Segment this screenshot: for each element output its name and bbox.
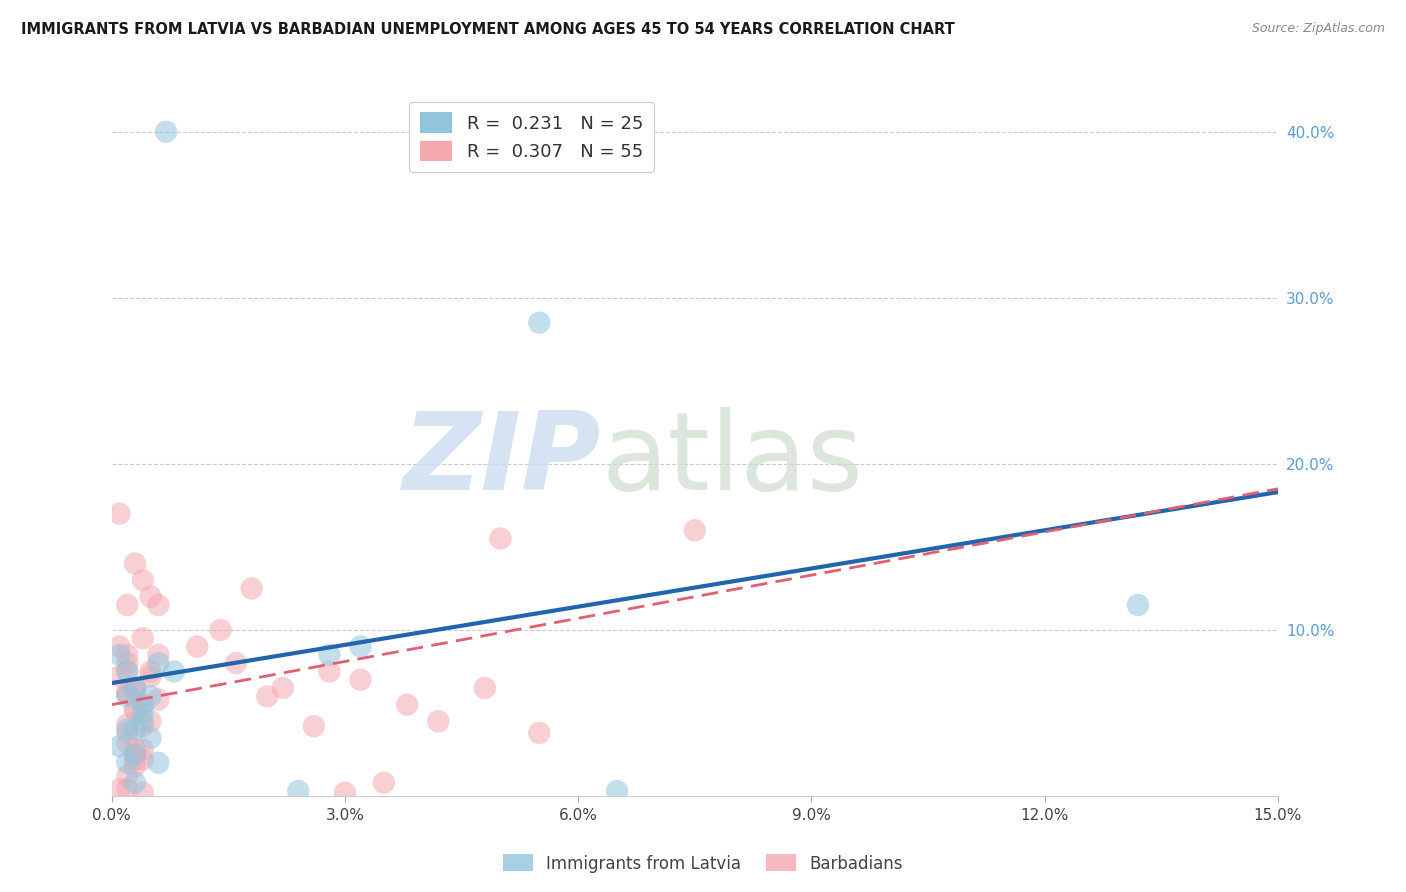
Point: [117, 686, 139, 700]
Point: [318, 648, 340, 662]
Point: [683, 523, 706, 537]
Point: [225, 656, 247, 670]
Point: [117, 769, 139, 783]
Point: [396, 698, 419, 712]
Point: [186, 640, 208, 654]
Point: [132, 786, 155, 800]
Point: [163, 665, 186, 679]
Point: [132, 706, 155, 720]
Point: [287, 784, 309, 798]
Point: [124, 752, 146, 766]
Point: [132, 742, 155, 756]
Point: [117, 717, 139, 731]
Point: [155, 125, 177, 139]
Point: [240, 582, 263, 596]
Point: [302, 719, 325, 733]
Point: [124, 681, 146, 695]
Point: [132, 698, 155, 712]
Point: [108, 648, 131, 662]
Point: [132, 714, 155, 729]
Point: [209, 623, 232, 637]
Point: [124, 703, 146, 717]
Point: [117, 665, 139, 679]
Point: [139, 714, 162, 729]
Point: [108, 739, 131, 754]
Point: [132, 631, 155, 645]
Point: [148, 692, 170, 706]
Point: [117, 723, 139, 737]
Point: [124, 747, 146, 762]
Point: [117, 782, 139, 797]
Point: [132, 752, 155, 766]
Point: [256, 690, 278, 704]
Point: [108, 640, 131, 654]
Point: [148, 656, 170, 670]
Point: [124, 723, 146, 737]
Point: [606, 784, 628, 798]
Point: [139, 665, 162, 679]
Point: [474, 681, 496, 695]
Point: [139, 590, 162, 604]
Point: [117, 656, 139, 670]
Point: [124, 557, 146, 571]
Point: [373, 775, 395, 789]
Point: [148, 648, 170, 662]
Point: [117, 756, 139, 770]
Point: [108, 782, 131, 797]
Point: [529, 316, 551, 330]
Point: [271, 681, 294, 695]
Point: [139, 690, 162, 704]
Point: [333, 786, 356, 800]
Point: [148, 756, 170, 770]
Point: [117, 648, 139, 662]
Point: [117, 686, 139, 700]
Point: [117, 665, 139, 679]
Text: IMMIGRANTS FROM LATVIA VS BARBADIAN UNEMPLOYMENT AMONG AGES 45 TO 54 YEARS CORRE: IMMIGRANTS FROM LATVIA VS BARBADIAN UNEM…: [21, 22, 955, 37]
Point: [148, 598, 170, 612]
Text: ZIP: ZIP: [404, 408, 602, 514]
Point: [349, 673, 371, 687]
Point: [318, 665, 340, 679]
Point: [427, 714, 450, 729]
Point: [1126, 598, 1149, 612]
Point: [124, 747, 146, 762]
Point: [108, 507, 131, 521]
Point: [117, 690, 139, 704]
Legend: Immigrants from Latvia, Barbadians: Immigrants from Latvia, Barbadians: [496, 847, 910, 880]
Point: [132, 573, 155, 587]
Point: [349, 640, 371, 654]
Point: [117, 736, 139, 750]
Point: [489, 532, 512, 546]
Point: [117, 598, 139, 612]
Point: [124, 681, 146, 695]
Text: Source: ZipAtlas.com: Source: ZipAtlas.com: [1251, 22, 1385, 36]
Text: atlas: atlas: [602, 408, 863, 514]
Point: [139, 731, 162, 745]
Point: [132, 698, 155, 712]
Point: [132, 719, 155, 733]
Point: [124, 703, 146, 717]
Point: [124, 759, 146, 773]
Legend: R =  0.231   N = 25, R =  0.307   N = 55: R = 0.231 N = 25, R = 0.307 N = 55: [409, 102, 654, 172]
Point: [108, 669, 131, 683]
Point: [529, 726, 551, 740]
Point: [117, 726, 139, 740]
Point: [124, 775, 146, 789]
Point: [124, 681, 146, 695]
Point: [124, 742, 146, 756]
Point: [139, 669, 162, 683]
